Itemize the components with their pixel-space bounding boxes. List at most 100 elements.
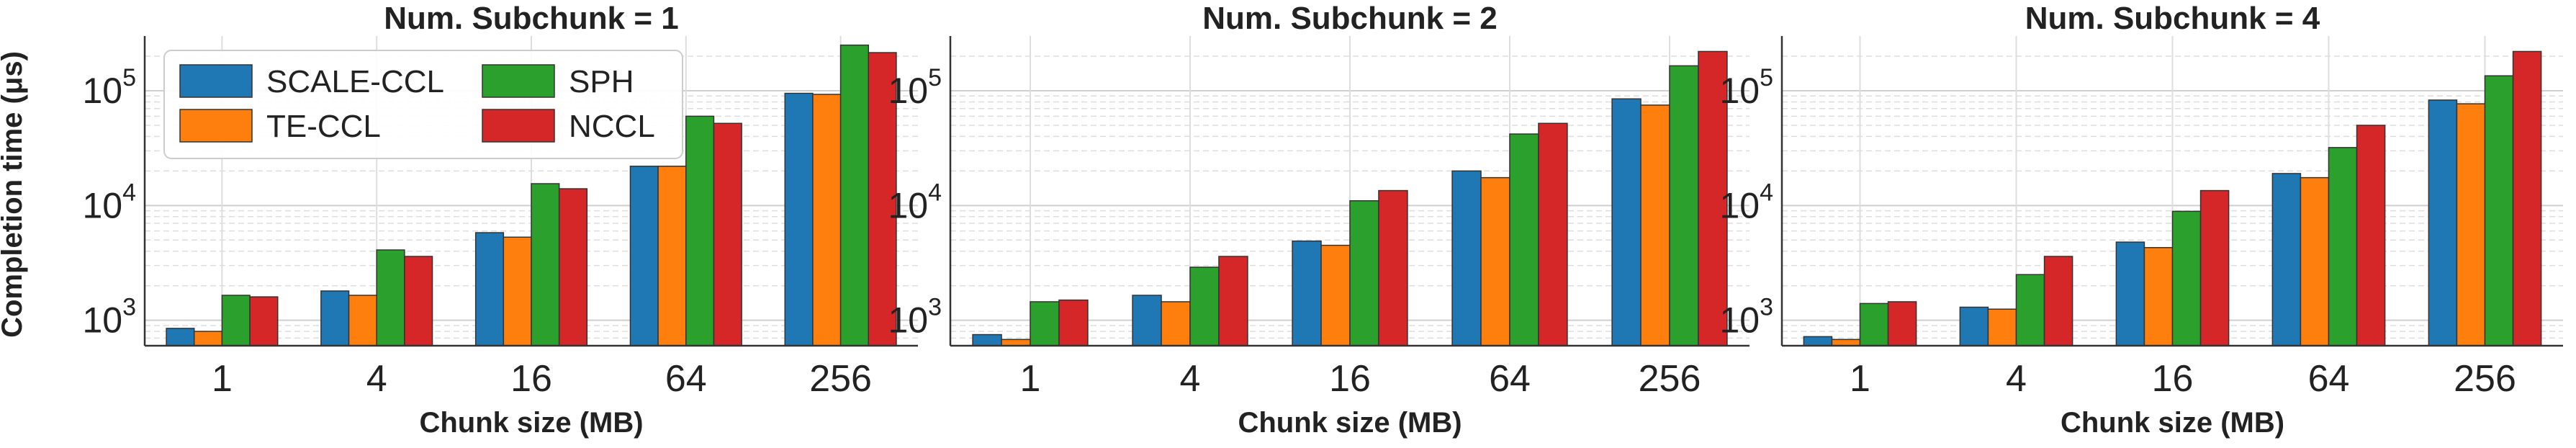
- bar: [629, 166, 659, 346]
- x-tick-label: 256: [1639, 358, 1701, 400]
- bar: [2043, 256, 2073, 346]
- chart-panel: 103 104 105 1 4 16 64 256 Chunk size (MB) Num. Su…: [1719, 1, 2563, 439]
- x-tick-label: 16: [1329, 358, 1371, 400]
- bar: [657, 166, 687, 346]
- y-tick-label: 103: [888, 294, 942, 341]
- legend-swatch: [179, 64, 253, 98]
- bar: [1058, 299, 1089, 346]
- x-tick-label: 4: [1180, 358, 1201, 400]
- bar: [839, 44, 870, 346]
- x-tick-label: 1: [1020, 358, 1041, 400]
- chart-title: Num. Subchunk = 2: [1202, 1, 1498, 36]
- bar: [404, 256, 433, 346]
- bar: [249, 296, 279, 346]
- x-tick-label: 4: [366, 358, 387, 400]
- bar: [1698, 50, 1728, 346]
- bar: [812, 94, 842, 346]
- y-tick-label: 104: [82, 179, 136, 225]
- bar: [1831, 339, 1861, 346]
- bar: [1509, 133, 1539, 346]
- legend-label: SCALE-CCL: [266, 64, 444, 99]
- bar: [2199, 189, 2230, 346]
- bar: [1959, 306, 1989, 346]
- bar: [558, 188, 588, 346]
- bar: [1349, 200, 1379, 346]
- bar: [376, 249, 405, 346]
- bar: [1132, 295, 1162, 346]
- bar: [1987, 308, 2017, 346]
- bar: [1859, 303, 1889, 346]
- y-tick-label: 105: [1719, 64, 1773, 111]
- bar: [1640, 104, 1670, 346]
- x-tick-label: 1: [1850, 358, 1870, 400]
- x-tick-label: 16: [510, 358, 552, 400]
- x-axis-label: Chunk size (MB): [419, 407, 643, 439]
- legend-label: NCCL: [569, 109, 655, 144]
- bar: [1480, 176, 1510, 346]
- x-axis-label: Chunk size (MB): [1238, 407, 1462, 439]
- bar: [1030, 301, 1060, 346]
- legend-swatch: [482, 109, 555, 143]
- y-tick-label: 105: [82, 64, 136, 111]
- bar: [2143, 246, 2174, 346]
- bar: [2271, 173, 2302, 346]
- bar: [2512, 50, 2542, 346]
- bar: [2300, 176, 2330, 346]
- x-tick-label: 256: [809, 358, 872, 400]
- x-tick-label: 4: [2006, 358, 2027, 400]
- y-tick-label: 104: [888, 179, 942, 225]
- bar: [2328, 147, 2358, 346]
- legend-label: SPH: [569, 64, 634, 99]
- y-tick-label: 103: [82, 294, 136, 341]
- bar: [784, 92, 814, 346]
- bar: [166, 328, 195, 346]
- bar: [2171, 210, 2202, 346]
- legend: SCALE-CCL TE-CCL SPH NCCL: [163, 50, 683, 159]
- chart-title: Num. Subchunk = 4: [2025, 1, 2320, 36]
- bar: [1378, 189, 1408, 346]
- bar: [1161, 301, 1191, 346]
- bar: [972, 333, 1002, 346]
- bar: [1451, 170, 1482, 346]
- bar: [2356, 125, 2386, 346]
- bar: [1292, 240, 1322, 346]
- bar: [320, 290, 350, 346]
- chart-panel: 103 104 105 1 4 16 64 256 Chunk size (MB) Num. Su…: [888, 1, 1749, 439]
- bar: [474, 232, 505, 346]
- bar: [1887, 301, 1917, 346]
- bar: [193, 331, 223, 346]
- x-tick-label: 16: [2152, 358, 2194, 400]
- bar: [1669, 65, 1699, 346]
- bar: [221, 295, 251, 346]
- bar: [1320, 244, 1351, 346]
- bar: [1001, 339, 1031, 346]
- x-tick-label: 1: [212, 358, 233, 400]
- bar: [2456, 103, 2486, 346]
- bar: [1189, 266, 1220, 346]
- bar: [2015, 274, 2045, 346]
- legend-swatch: [179, 109, 253, 143]
- bar: [2484, 75, 2514, 346]
- legend-swatch: [482, 64, 555, 98]
- bar: [685, 115, 715, 346]
- bar: [348, 295, 377, 346]
- bar: [2115, 241, 2145, 346]
- bar: [1538, 122, 1568, 346]
- x-tick-label: 256: [2454, 358, 2516, 400]
- y-tick-label: 105: [888, 64, 942, 111]
- bar: [531, 183, 560, 346]
- bar: [1611, 98, 1641, 346]
- x-tick-label: 64: [665, 358, 707, 400]
- y-tick-label: 104: [1719, 179, 1773, 225]
- legend-label: TE-CCL: [266, 109, 381, 144]
- x-tick-label: 64: [1489, 358, 1531, 400]
- x-tick-label: 64: [2308, 358, 2350, 400]
- x-axis-label: Chunk size (MB): [2061, 407, 2284, 439]
- bar: [1803, 336, 1833, 346]
- bar: [1218, 256, 1248, 346]
- y-axis-label: Completion time (μs): [0, 51, 28, 338]
- chart-panels: 103 104 105 1 4 16 64 256 Chunk size (MB) Num. Su…: [82, 1, 2563, 439]
- bar: [2428, 99, 2458, 346]
